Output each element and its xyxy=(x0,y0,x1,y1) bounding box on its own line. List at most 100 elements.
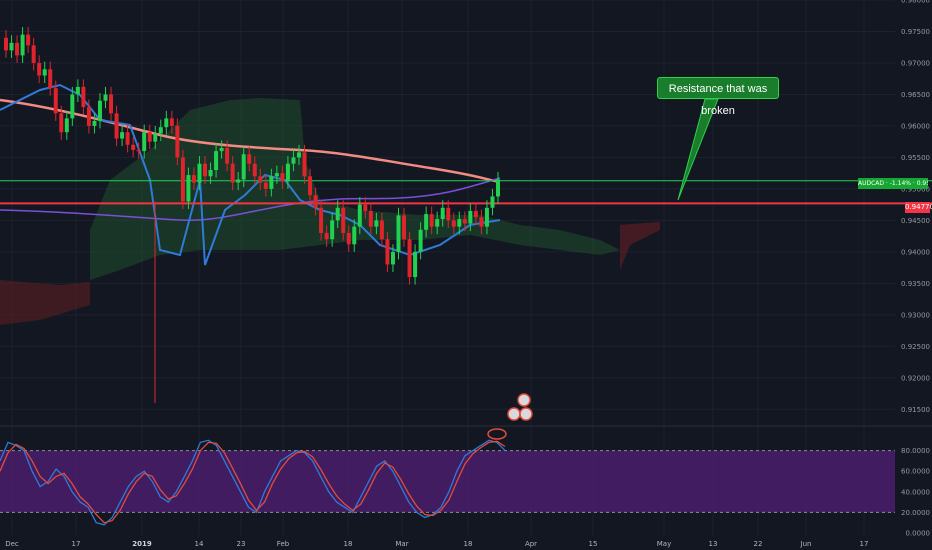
candle-body xyxy=(147,132,152,142)
candle-body xyxy=(125,132,130,145)
candle-body xyxy=(462,219,467,224)
candle-body xyxy=(120,132,125,139)
candle-body xyxy=(230,163,235,183)
candle-body xyxy=(291,157,296,164)
annotation-callout[interactable]: Resistance that was broken xyxy=(657,77,779,117)
candle-body xyxy=(203,163,208,177)
candle-body xyxy=(319,207,324,233)
candle-body xyxy=(225,147,230,164)
price-tick-label: 0.96000 xyxy=(901,122,930,130)
candle-body xyxy=(64,118,69,133)
stoch-highlight-circle xyxy=(487,428,507,440)
stoch-tick-label: 40.0000 xyxy=(901,488,930,496)
candle-body xyxy=(346,232,351,245)
reaction-marker xyxy=(517,393,531,407)
candle-body xyxy=(263,182,268,189)
candle-body xyxy=(186,175,191,202)
stoch-tick-label: 60.0000 xyxy=(901,468,930,476)
candle-body xyxy=(247,154,252,164)
candle-body xyxy=(92,120,97,126)
time-tick-label: Dec xyxy=(5,540,19,548)
candle-body xyxy=(363,204,368,211)
price-tick-label: 0.92000 xyxy=(901,374,930,382)
time-tick-label: 22 xyxy=(754,540,763,548)
candle-body xyxy=(446,207,451,221)
time-tick-label: 15 xyxy=(589,540,598,548)
time-tick-label: 18 xyxy=(464,540,473,548)
time-tick-label: 2019 xyxy=(132,540,152,548)
candle-body xyxy=(435,219,440,227)
candle-body xyxy=(114,113,119,139)
price-tick-label: 0.94500 xyxy=(901,217,930,225)
candle-body xyxy=(236,179,241,183)
cloud-green xyxy=(90,98,620,280)
candle-body xyxy=(368,210,373,227)
reaction-markers xyxy=(507,393,533,421)
candle-body xyxy=(352,226,357,245)
candle-body xyxy=(429,214,434,227)
candle-body xyxy=(490,196,495,208)
reaction-marker xyxy=(519,407,533,421)
stoch-k-line xyxy=(0,439,506,526)
candle-body xyxy=(31,45,36,63)
candle-body xyxy=(42,69,47,76)
candle-body xyxy=(424,214,429,230)
time-tick-label: Mar xyxy=(395,540,408,548)
candle-body xyxy=(418,229,423,252)
candle-body xyxy=(53,88,58,114)
candle-body xyxy=(330,220,335,240)
stoch-tick-label: 80.0000 xyxy=(901,447,930,455)
candle-body xyxy=(4,37,8,51)
candle-body xyxy=(341,207,346,233)
price-tick-label: 0.93000 xyxy=(901,311,930,319)
candle-body xyxy=(175,125,180,158)
price-tick-label: 0.94000 xyxy=(901,248,930,256)
callout-pointer xyxy=(677,98,719,201)
candle-body xyxy=(335,207,340,221)
candle-body xyxy=(440,207,445,220)
candle-body xyxy=(457,219,462,227)
resistance-price-tag: 0.94770 xyxy=(905,202,932,213)
price-tick-label: 0.97000 xyxy=(901,59,930,67)
time-tick-label: 18 xyxy=(344,540,353,548)
price-tick-label: 0.96500 xyxy=(901,91,930,99)
stoch-tick-label: 0.0000 xyxy=(906,530,931,538)
candle-body xyxy=(308,176,313,196)
candle-body xyxy=(374,220,379,227)
candle-body xyxy=(169,118,174,126)
candle-body xyxy=(479,217,484,227)
candle-body xyxy=(269,176,274,189)
candle-body xyxy=(241,154,246,180)
candle-body xyxy=(164,118,169,128)
candle-body xyxy=(496,179,500,197)
cloud-red-future xyxy=(620,222,660,270)
candle-body xyxy=(15,42,20,56)
candle-body xyxy=(385,239,390,265)
candle-body xyxy=(81,86,86,108)
candle-body xyxy=(451,220,456,227)
candle-body xyxy=(324,232,329,240)
time-tick-label: 17 xyxy=(860,540,869,548)
candle-body xyxy=(48,69,53,89)
price-tick-label: 0.95500 xyxy=(901,154,930,162)
candle-body xyxy=(302,152,307,177)
time-tick-label: Apr xyxy=(525,540,537,548)
ma-purple-line xyxy=(0,177,501,221)
price-tick-label: 0.98000 xyxy=(901,0,930,5)
cloud-red xyxy=(0,280,90,325)
candle-body xyxy=(75,86,80,95)
price-tick-label: 0.95000 xyxy=(901,185,930,193)
candle-body xyxy=(158,127,163,134)
price-tick-label: 0.91500 xyxy=(901,406,930,414)
candle-body xyxy=(26,34,31,46)
candle-body xyxy=(413,251,418,278)
candle-body xyxy=(191,175,196,183)
time-tick-label: Feb xyxy=(277,540,290,548)
candle-body xyxy=(402,215,407,240)
candle-body xyxy=(136,149,141,152)
candle-body xyxy=(59,113,64,133)
candle-body xyxy=(9,42,14,51)
price-tick-label: 0.97500 xyxy=(901,28,930,36)
